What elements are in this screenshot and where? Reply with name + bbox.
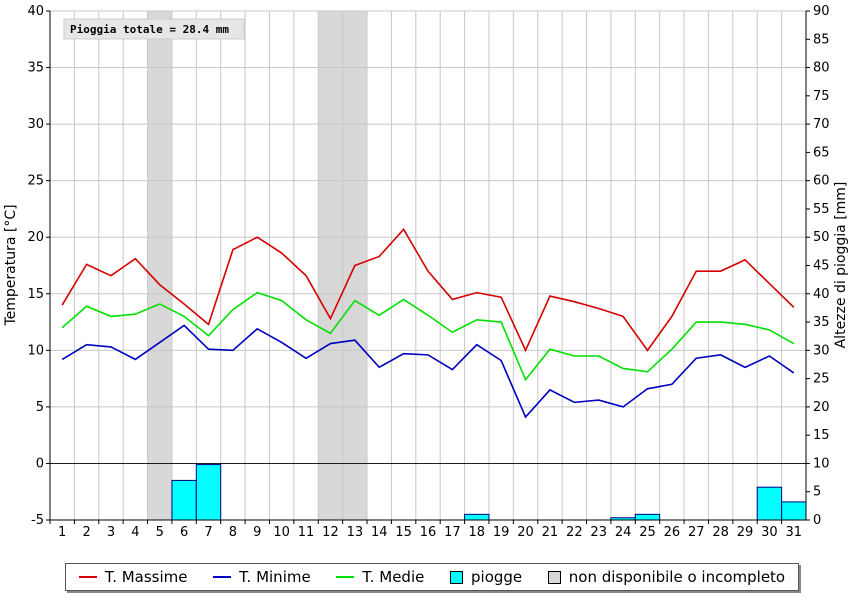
legend-swatch-min	[213, 576, 232, 578]
y2-tick-label: 50	[813, 230, 830, 245]
y2-tick-label: 40	[813, 287, 830, 302]
y2-tick-label: 90	[813, 4, 830, 19]
series-line-mean	[61, 291, 795, 382]
y-tick-label: 25	[27, 174, 44, 189]
x-tick-label: 2	[82, 525, 90, 540]
y-axis-title: Temperatura [°C]	[3, 204, 19, 326]
x-tick-label: 16	[420, 525, 437, 540]
y2-tick-label: 80	[813, 61, 830, 76]
x-tick-label: 31	[786, 525, 803, 540]
x-tick-label: 1	[58, 525, 66, 540]
y-tick-label: 30	[27, 117, 44, 132]
x-tick-label: 21	[542, 525, 559, 540]
y2-tick-label: 5	[813, 485, 821, 500]
x-tick-label: 6	[180, 525, 188, 540]
y2-tick-label: 25	[813, 372, 830, 387]
legend-swatch-unavailable	[547, 570, 561, 584]
tick-labels: -505101520253035400510152025303540455055…	[27, 4, 829, 540]
x-tick-label: 12	[322, 525, 339, 540]
unavailable-band-day-5	[147, 11, 172, 520]
legend-swatch-mean	[336, 576, 355, 578]
y2-tick-label: 85	[813, 32, 830, 47]
legend-item-unavailable: non disponibile o incompleto	[547, 568, 786, 586]
legend-label-mean: T. Medie	[362, 568, 425, 586]
x-tick-label: 27	[688, 525, 705, 540]
y2-tick-label: 15	[813, 428, 830, 443]
y2-tick-label: 45	[813, 259, 830, 274]
legend: T. Massime T. Minime T. Medie piogge non…	[65, 563, 799, 591]
y2-tick-label: 20	[813, 400, 830, 415]
y2-axis-title: Altezze di pioggia [mm]	[833, 182, 849, 349]
x-tick-label: 23	[590, 525, 607, 540]
y2-tick-label: 10	[813, 456, 830, 471]
x-tick-label: 15	[395, 525, 412, 540]
x-tick-label: 7	[204, 525, 212, 540]
temperature-lines	[61, 227, 795, 419]
y-tick-label: 20	[27, 230, 44, 245]
rain-bar-day-7	[195, 464, 222, 521]
legend-item-rain: piogge	[450, 568, 522, 586]
series-line-min	[61, 324, 795, 419]
grid	[49, 10, 807, 521]
x-tick-label: 4	[131, 525, 139, 540]
legend-item-max: T. Massime	[78, 568, 188, 586]
legend-label-unavailable: non disponibile o incompleto	[568, 568, 786, 586]
rain-total-label: Pioggia totale = 28.4 mm	[70, 23, 229, 36]
y-tick-label: -5	[31, 513, 44, 528]
legend-swatch-max	[78, 576, 97, 578]
axes	[46, 10, 810, 524]
x-tick-label: 26	[664, 525, 681, 540]
y2-tick-label: 30	[813, 343, 830, 358]
legend-swatch-rain	[450, 570, 463, 584]
series-line-max	[61, 227, 795, 353]
rain-bars	[171, 464, 807, 521]
x-tick-label: 10	[273, 525, 290, 540]
y2-tick-label: 70	[813, 117, 830, 132]
legend-item-mean: T. Medie	[336, 568, 424, 586]
x-tick-label: 17	[444, 525, 461, 540]
y-tick-label: 0	[36, 456, 44, 471]
rain-bar-day-25	[634, 513, 661, 521]
y2-tick-label: 60	[813, 174, 830, 189]
rain-bar-day-30	[756, 486, 783, 521]
y-tick-label: 10	[27, 343, 44, 358]
unavailable-band-day-12	[318, 11, 343, 520]
x-tick-label: 20	[517, 525, 534, 540]
x-tick-label: 22	[566, 525, 583, 540]
legend-label-rain: piogge	[471, 568, 523, 586]
x-tick-label: 28	[712, 525, 729, 540]
rain-bar-day-18	[464, 513, 490, 521]
y2-tick-label: 35	[813, 315, 830, 330]
x-tick-label: 3	[107, 525, 115, 540]
y-tick-label: 5	[36, 400, 44, 415]
y2-tick-label: 0	[813, 513, 821, 528]
x-tick-label: 24	[615, 525, 632, 540]
y-tick-label: 15	[27, 287, 44, 302]
x-tick-label: 8	[229, 525, 237, 540]
y2-tick-label: 75	[813, 89, 830, 104]
x-tick-label: 13	[347, 525, 364, 540]
y2-tick-label: 65	[813, 145, 830, 160]
x-tick-label: 14	[371, 525, 388, 540]
legend-item-min: T. Minime	[213, 568, 311, 586]
y-tick-label: 40	[27, 4, 44, 19]
legend-label-max: T. Massime	[104, 568, 188, 586]
y2-tick-label: 55	[813, 202, 830, 217]
x-tick-label: 30	[761, 525, 778, 540]
x-tick-label: 29	[737, 525, 754, 540]
rain-total-box: Pioggia totale = 28.4 mm	[63, 18, 245, 40]
x-tick-label: 18	[469, 525, 486, 540]
x-tick-label: 19	[493, 525, 510, 540]
unavailable-bands	[147, 11, 368, 520]
legend-label-min: T. Minime	[239, 568, 311, 586]
x-tick-label: 11	[298, 525, 315, 540]
rain-bar-day-6	[171, 479, 197, 521]
rain-bar-day-31	[781, 501, 807, 521]
y-tick-label: 35	[27, 61, 44, 76]
x-tick-label: 25	[639, 525, 656, 540]
x-tick-label: 5	[156, 525, 164, 540]
x-tick-label: 9	[253, 525, 261, 540]
